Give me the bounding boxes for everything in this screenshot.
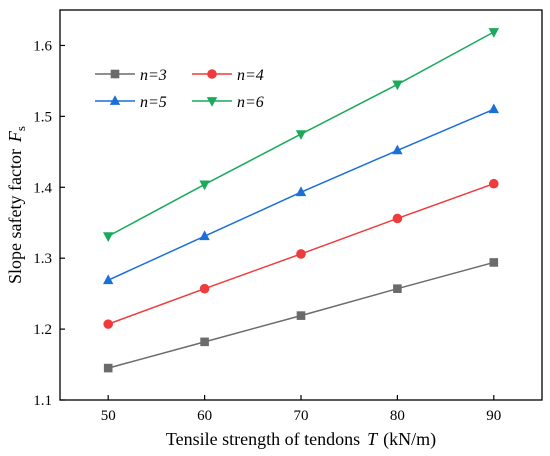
data-point-n5 (295, 186, 307, 197)
legend: n=3 n=4 n=5 n=6 (95, 67, 264, 111)
data-point-n5 (103, 274, 114, 285)
x-tick-label: 70 (294, 408, 309, 424)
data-point-n3 (393, 284, 402, 293)
data-point-n4 (392, 213, 403, 224)
legend-label: n=3 (140, 67, 167, 84)
y-axis-label-symbol: F (5, 130, 25, 143)
data-point-n4 (199, 283, 210, 294)
legend-marker (207, 69, 217, 79)
series-n5 (103, 103, 499, 285)
x-tick-label: 60 (197, 408, 212, 424)
x-tick-label: 80 (390, 408, 405, 424)
data-point-n6 (103, 232, 114, 242)
plot-frame (59, 9, 543, 401)
x-axis-label-unit: (kN/m) (383, 429, 436, 450)
data-point-n6 (295, 130, 307, 140)
legend-item-n3: n=3 (95, 67, 167, 84)
x-tick-label: 90 (486, 408, 501, 424)
legend-item-n4: n=4 (192, 67, 264, 84)
x-axis-label-symbol: T (367, 429, 379, 449)
y-tick-label: 1.1 (33, 393, 52, 409)
data-point-n6 (199, 180, 210, 191)
y-tick-label: 1.3 (33, 251, 52, 267)
y-tick-label: 1.4 (33, 180, 52, 196)
series-n4 (103, 178, 499, 329)
legend-label: n=6 (237, 94, 264, 111)
data-point-n4 (296, 249, 306, 259)
x-tick-label: 50 (101, 408, 116, 424)
data-point-n6 (488, 28, 499, 38)
data-point-n6 (392, 80, 403, 91)
y-axis-label: Slope safety factor Fs (5, 126, 28, 284)
y-axis-label-subscript: s (13, 126, 28, 131)
data-point-n3 (489, 258, 499, 267)
y-tick-label: 1.5 (33, 109, 52, 125)
data-point-n5 (392, 144, 403, 155)
legend-marker (110, 69, 120, 79)
legend-marker (109, 95, 121, 105)
x-axis-label: Tensile strength of tendons T (kN/m) (166, 429, 436, 450)
y-axis-label-text: Slope safety factor (5, 149, 25, 284)
legend-label: n=5 (140, 94, 167, 111)
data-point-n5 (199, 230, 210, 241)
legend-label: n=4 (237, 67, 264, 84)
series-n3 (103, 258, 499, 373)
y-tick-label: 1.6 (33, 38, 52, 54)
legend-item-n5: n=5 (95, 94, 167, 111)
data-point-n3 (200, 337, 209, 347)
series-n6 (103, 28, 499, 242)
legend-item-n6: n=6 (192, 94, 264, 111)
series-group (103, 28, 499, 373)
data-point-n5 (488, 103, 499, 114)
data-point-n3 (296, 311, 306, 320)
data-point-n3 (103, 363, 113, 373)
legend-marker (206, 97, 218, 107)
x-axis-label-text: Tensile strength of tendons (166, 429, 360, 449)
y-tick-label: 1.2 (33, 322, 52, 338)
data-point-n4 (489, 178, 499, 189)
axis-ticks: 50 60 70 80 90 1.1 1.2 1.3 1.4 1.5 1.6 (33, 38, 501, 424)
data-point-n4 (103, 319, 113, 329)
